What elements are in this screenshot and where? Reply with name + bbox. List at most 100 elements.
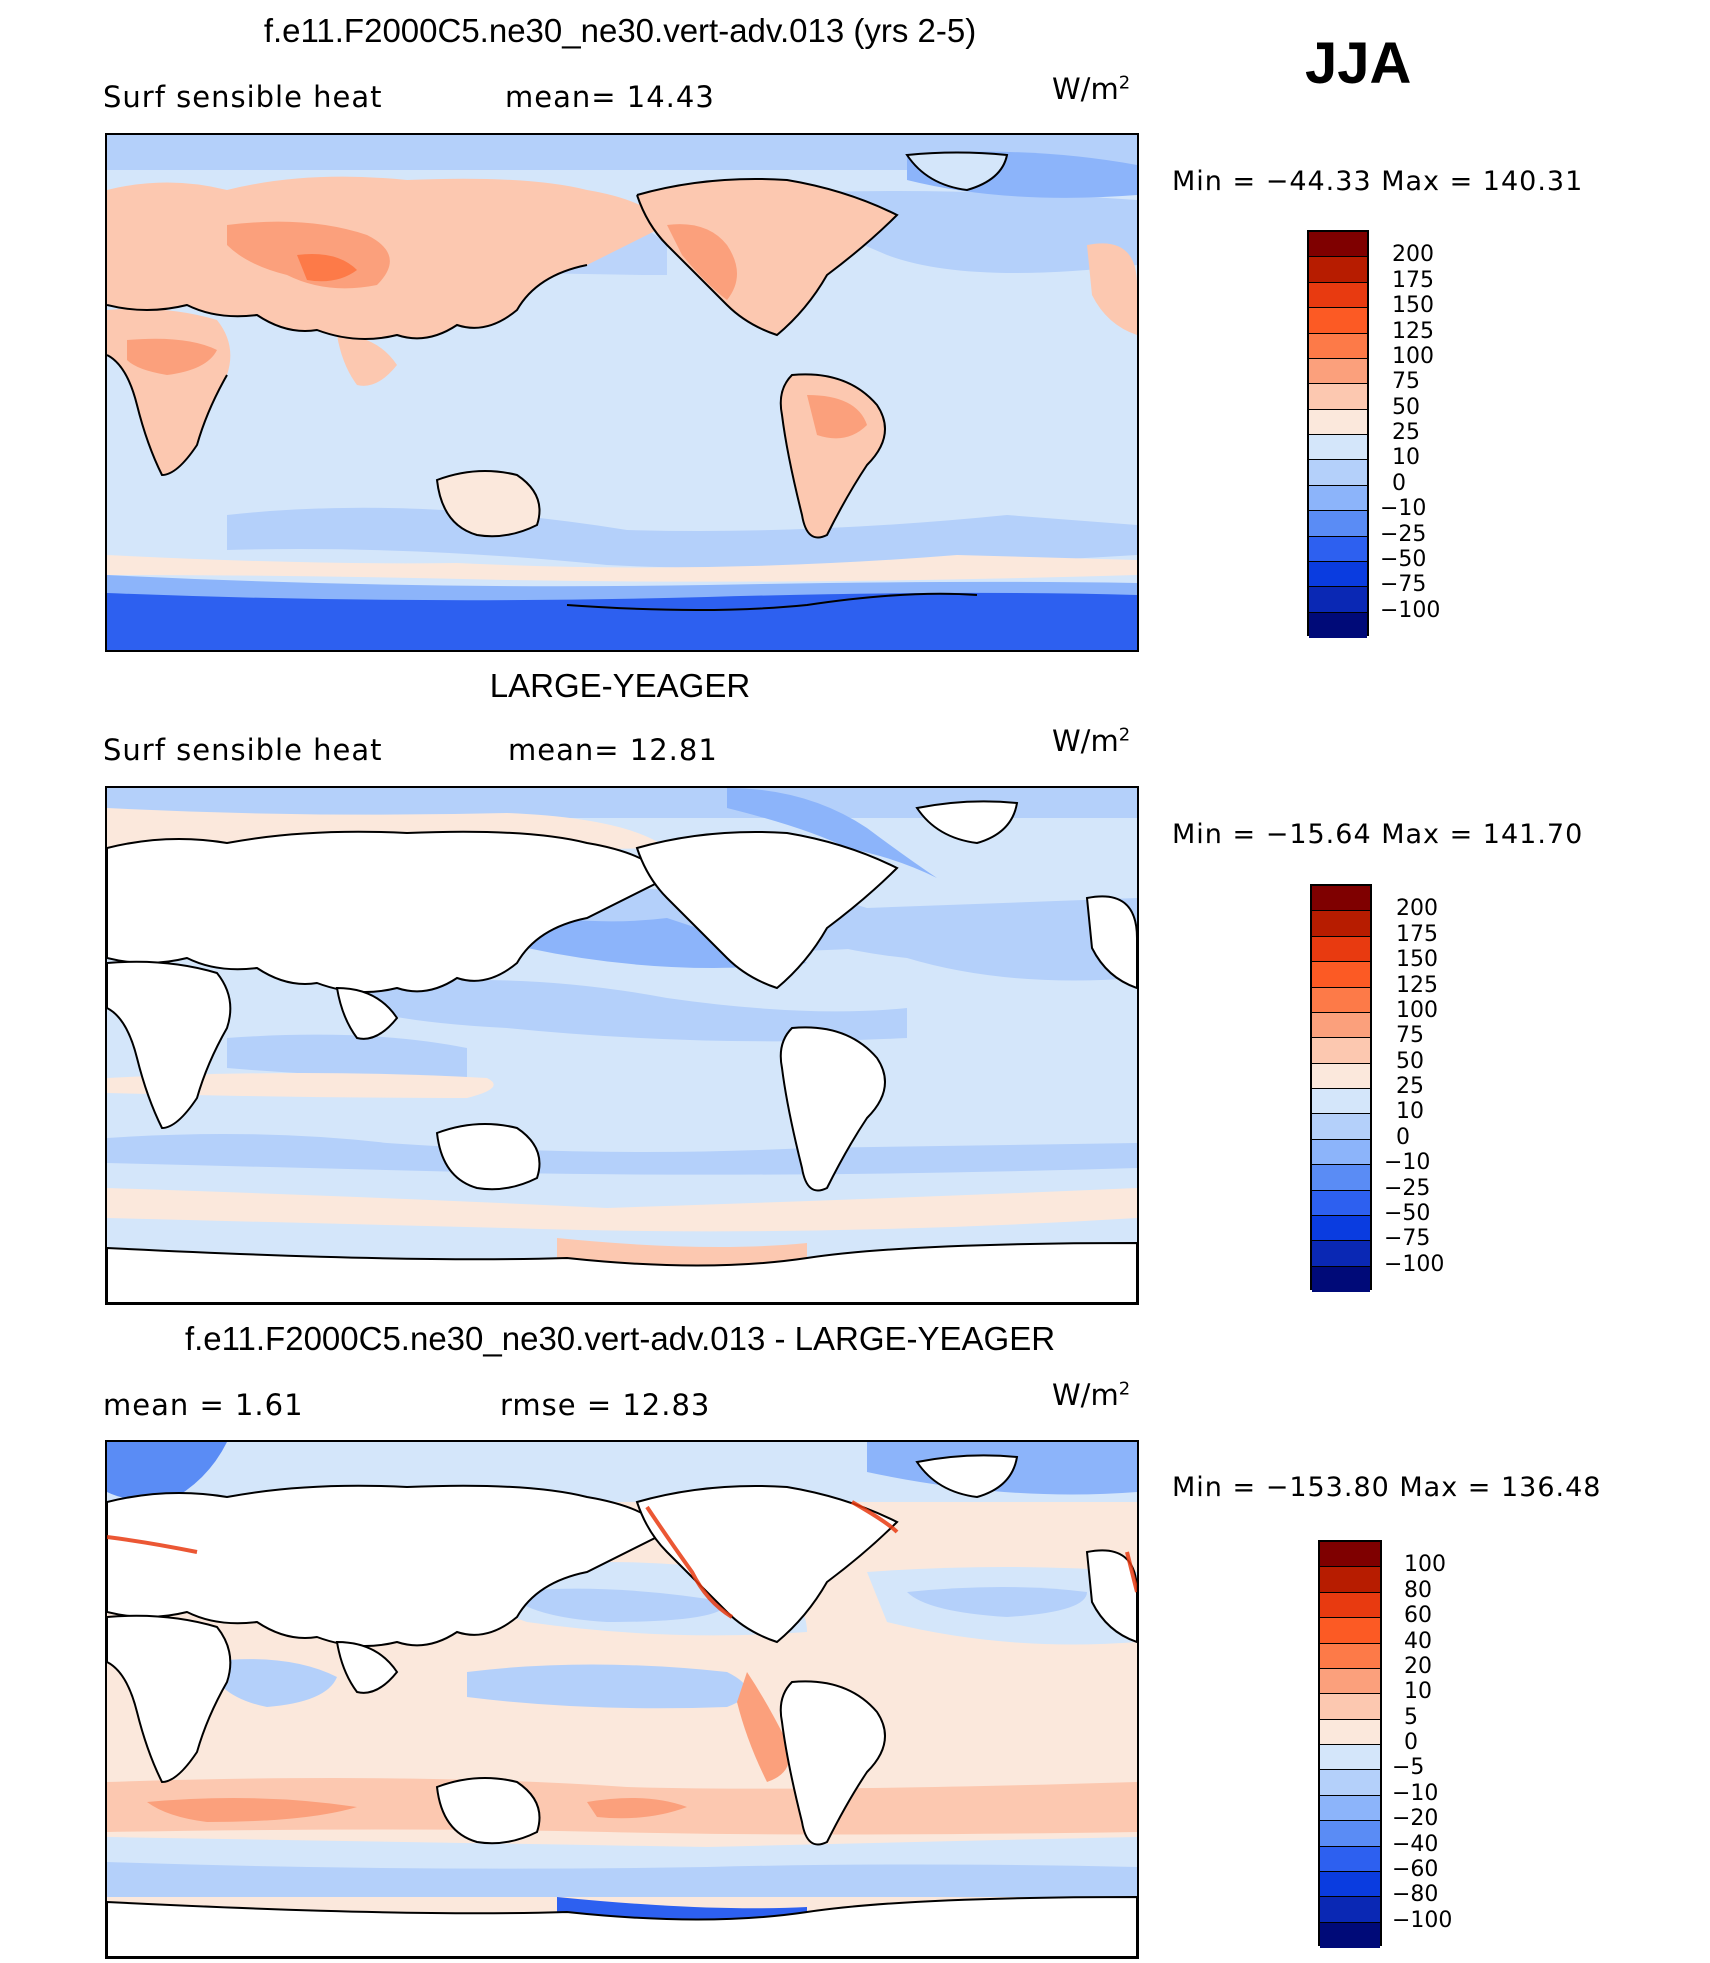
panel-2-mean: mean= 12.81 — [508, 733, 718, 767]
colorbar-box — [1309, 257, 1367, 283]
panel-2-title: LARGE-YEAGER — [489, 667, 751, 704]
colorbar-tick-label: −60 — [1392, 1856, 1439, 1882]
panel-3-mean: mean = 1.61 — [103, 1388, 304, 1422]
colorbar-box — [1312, 1063, 1370, 1089]
colorbar-tick-label: 10 — [1404, 1679, 1432, 1705]
panel-1-minmax: Min = −44.33 Max = 140.31 — [1172, 166, 1584, 197]
colorbar-box — [1312, 987, 1370, 1013]
panel-1-mean: mean= 14.43 — [505, 80, 715, 114]
colorbar-tick-label: −20 — [1392, 1806, 1439, 1832]
colorbar-tick-label: 75 — [1392, 369, 1420, 395]
colorbar-tick-label: 150 — [1396, 947, 1438, 973]
colorbar-box — [1312, 1266, 1370, 1292]
colorbar-box — [1320, 1871, 1380, 1898]
colorbar-box — [1320, 1922, 1380, 1948]
colorbar-box — [1312, 936, 1370, 963]
colorbar-box — [1320, 1567, 1380, 1593]
panel-2-colorbar — [1310, 884, 1372, 1292]
colorbar-box — [1309, 536, 1367, 562]
colorbar-tick-label: 75 — [1396, 1023, 1424, 1049]
colorbar-box — [1312, 1139, 1370, 1166]
colorbar-tick-label: −25 — [1384, 1175, 1431, 1201]
colorbar-box — [1309, 511, 1367, 537]
colorbar-tick-label: −80 — [1392, 1882, 1439, 1908]
colorbar-box — [1320, 1643, 1380, 1669]
panel-3-minmax: Min = −153.80 Max = 136.48 — [1172, 1472, 1602, 1503]
colorbar-tick-label: 40 — [1404, 1628, 1432, 1654]
colorbar-box — [1309, 308, 1367, 334]
colorbar-tick-label: −10 — [1380, 496, 1427, 522]
colorbar-box — [1312, 962, 1370, 988]
season-label: JJA — [1305, 31, 1412, 96]
colorbar-tick-label: 100 — [1404, 1552, 1446, 1578]
colorbar-box — [1309, 561, 1367, 588]
colorbar-box — [1320, 1745, 1380, 1771]
colorbar-tick-label: −40 — [1392, 1831, 1439, 1857]
colorbar-box — [1309, 232, 1367, 258]
colorbar-tick-label: 60 — [1404, 1603, 1432, 1629]
colorbar-tick-label: 10 — [1392, 445, 1420, 471]
colorbar-box — [1320, 1821, 1380, 1847]
colorbar-tick-label: 125 — [1396, 972, 1438, 998]
panel-1-map — [105, 133, 1139, 652]
colorbar-box — [1309, 333, 1367, 359]
colorbar-box — [1320, 1719, 1380, 1745]
colorbar-box — [1309, 409, 1367, 435]
panel-2-minmax: Min = −15.64 Max = 141.70 — [1172, 819, 1584, 850]
colorbar-tick-label: 100 — [1396, 997, 1438, 1023]
colorbar-tick-label: −75 — [1384, 1226, 1431, 1252]
colorbar-box — [1320, 1770, 1380, 1796]
colorbar-box — [1320, 1618, 1380, 1644]
colorbar-box — [1309, 485, 1367, 512]
colorbar-box — [1320, 1846, 1380, 1872]
colorbar-tick-label: −50 — [1384, 1200, 1431, 1226]
panel-2-units: W/m2 — [1052, 724, 1131, 758]
panel-3-colorbar — [1318, 1540, 1382, 1948]
colorbar-box — [1309, 435, 1367, 461]
colorbar-tick-label: 100 — [1392, 343, 1434, 369]
colorbar-tick-label: −10 — [1384, 1150, 1431, 1176]
colorbar-box — [1312, 911, 1370, 937]
colorbar-tick-label: 150 — [1392, 293, 1434, 319]
colorbar-box — [1312, 1190, 1370, 1216]
colorbar-box — [1309, 612, 1367, 638]
colorbar-box — [1312, 1114, 1370, 1140]
colorbar-tick-label: 200 — [1392, 242, 1434, 268]
colorbar-tick-label: −50 — [1380, 546, 1427, 572]
colorbar-box — [1320, 1542, 1380, 1568]
colorbar-box — [1312, 1038, 1370, 1064]
colorbar-tick-label: 0 — [1404, 1730, 1418, 1755]
colorbar-box — [1312, 1012, 1370, 1039]
colorbar-tick-label: 5 — [1404, 1704, 1418, 1730]
colorbar-tick-label: −10 — [1392, 1780, 1439, 1806]
colorbar-box — [1312, 886, 1370, 912]
colorbar-tick-label: 200 — [1396, 896, 1438, 922]
panel-3-rmse: rmse = 12.83 — [500, 1388, 711, 1422]
colorbar-box — [1309, 587, 1367, 613]
colorbar-box — [1312, 1215, 1370, 1242]
panel-2-map — [105, 786, 1139, 1305]
colorbar-box — [1312, 1089, 1370, 1115]
colorbar-box — [1320, 1592, 1380, 1619]
panel-1-title: f.e11.F2000C5.ne30_ne30.vert-adv.013 (yr… — [263, 12, 977, 49]
colorbar-tick-label: 125 — [1392, 318, 1434, 344]
colorbar-tick-label: −75 — [1380, 572, 1427, 598]
panel-3-map — [105, 1440, 1139, 1959]
colorbar-box — [1309, 384, 1367, 410]
colorbar-box — [1312, 1165, 1370, 1191]
colorbar-tick-label: 0 — [1396, 1124, 1410, 1150]
colorbar-tick-label: 0 — [1392, 470, 1406, 496]
panel-3-title: f.e11.F2000C5.ne30_ne30.vert-adv.013 - L… — [184, 1320, 1056, 1357]
panel-2-variable-label: Surf sensible heat — [103, 733, 383, 767]
colorbar-tick-label: −100 — [1384, 1251, 1445, 1277]
colorbar-tick-label: −100 — [1380, 597, 1441, 623]
colorbar-tick-label: 20 — [1404, 1653, 1432, 1679]
panel-3-units: W/m2 — [1052, 1378, 1131, 1412]
colorbar-box — [1309, 282, 1367, 309]
colorbar-box — [1320, 1668, 1380, 1695]
colorbar-box — [1312, 1241, 1370, 1267]
panel-1-units: W/m2 — [1052, 72, 1131, 106]
colorbar-tick-label: 50 — [1392, 394, 1420, 420]
colorbar-tick-label: 175 — [1392, 267, 1434, 293]
colorbar-tick-label: −5 — [1392, 1755, 1425, 1781]
